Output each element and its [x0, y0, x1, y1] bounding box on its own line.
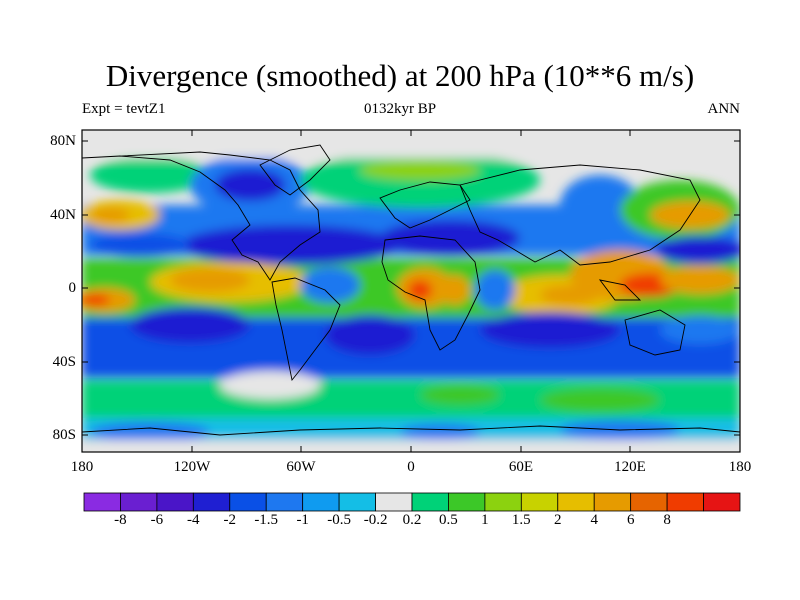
africa-coast — [381, 235, 481, 351]
colorbar-swatch — [703, 492, 741, 512]
colorbar-label: -6 — [150, 512, 164, 528]
south-america-coast — [271, 277, 341, 382]
colorbar-swatch — [192, 492, 231, 512]
north-america-coast — [82, 151, 321, 281]
colorbar-swatch — [265, 492, 304, 512]
australia-coast — [624, 309, 686, 356]
lat-label-80n: 80N — [50, 133, 76, 149]
colorbar-swatch — [229, 492, 267, 512]
colorbar-swatch — [411, 492, 449, 512]
colorbar-label: -8 — [114, 512, 127, 528]
lat-label-40s: 40S — [52, 354, 76, 370]
colorbar-label: -0.5 — [327, 512, 351, 528]
colorbar-label: -1 — [296, 512, 309, 528]
colorbar-swatch — [338, 492, 376, 512]
lon-label-60e: 60E — [508, 459, 534, 475]
colorbar-label: 6 — [626, 512, 635, 528]
colorbar-swatch — [666, 492, 704, 512]
lon-ticks — [191, 130, 631, 452]
coastlines — [82, 144, 740, 436]
asia-coast — [459, 164, 701, 266]
antarctica-coast — [82, 425, 740, 436]
season-label: ANN — [707, 101, 741, 117]
colorbar-label: 4 — [590, 512, 598, 528]
colorbar-label: 2 — [554, 512, 562, 528]
colorbar-label: 0.5 — [439, 512, 458, 528]
colorbar-swatch — [520, 492, 559, 512]
colorbar-swatch — [375, 492, 413, 512]
colorbar-swatch — [120, 492, 158, 512]
experiment-label: Expt = tevtZ1 — [82, 101, 166, 117]
colorbar-label: -4 — [187, 512, 200, 528]
maritime-continent-coast — [598, 279, 642, 301]
lon-label-120w: 120W — [173, 459, 211, 475]
lon-label-180e: 180 — [728, 459, 752, 475]
europe-coast — [379, 181, 471, 229]
colorbar-label: 1 — [481, 512, 489, 528]
colorbar-label: 8 — [663, 512, 671, 528]
colorbar-label: -0.2 — [363, 512, 388, 528]
lat-ticks — [82, 140, 740, 436]
lat-label-40n: 40N — [50, 207, 76, 223]
lat-label-80s: 80S — [52, 427, 76, 443]
colorbar-label: 1.5 — [511, 512, 531, 528]
colorbar-label: -2 — [223, 512, 237, 528]
colorbar-swatch — [557, 492, 595, 512]
lon-label-180w: 180 — [70, 459, 94, 475]
lat-label-0: 0 — [68, 280, 77, 296]
colorbar-swatch — [156, 492, 194, 512]
colorbar-swatch — [302, 492, 340, 512]
map-title: Divergence (smoothed) at 200 hPa (10**6 … — [105, 58, 695, 93]
colorbar-label: 0.2 — [402, 512, 422, 528]
colorbar-label: -1.5 — [254, 512, 279, 528]
colorbar-swatch — [593, 492, 632, 512]
colorbar-swatch — [83, 492, 121, 512]
colorbar — [83, 492, 741, 512]
divergence-field — [82, 130, 740, 452]
colorbar-swatch — [484, 492, 522, 512]
colorbar-swatch — [448, 492, 486, 512]
lon-label-120e: 120E — [614, 459, 646, 475]
time-label: 0132kyr BP — [363, 101, 437, 117]
greenland-coast — [259, 144, 331, 196]
lon-label-60w: 60W — [286, 459, 316, 475]
lon-label-0: 0 — [407, 459, 415, 475]
colorbar-swatch — [630, 492, 668, 512]
